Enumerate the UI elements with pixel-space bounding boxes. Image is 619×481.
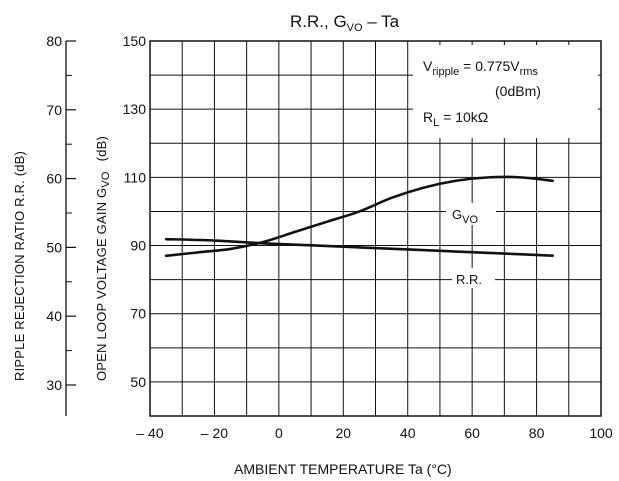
right-axis-ticks: 50 70 90 110 130 150 (123, 33, 147, 390)
x-axis-tick-label: 100 (589, 425, 613, 441)
x-axis-ticks: – 40 – 20 0 20 40 60 80 100 (136, 425, 613, 441)
gvo-curve (164, 175, 554, 258)
right-axis-tick-label: 70 (130, 306, 146, 322)
left-axis-tick-label: 60 (46, 171, 62, 187)
x-axis-tick-label: 20 (335, 425, 351, 441)
x-axis-tick-label: 0 (275, 425, 283, 441)
x-axis-label: AMBIENT TEMPERATURE Ta (°C) (234, 461, 452, 477)
annotation-dbm: (0dBm) (495, 83, 541, 99)
left-axis-label: RIPPLE REJECTION RATIO R.R. (dB) (12, 151, 27, 381)
gvo-label-bg (446, 203, 496, 225)
left-axis-tick-label: 30 (46, 377, 62, 393)
x-axis-tick-label: – 40 (136, 425, 163, 441)
right-axis-tick-label: 90 (130, 238, 146, 254)
right-axis-tick-label: 110 (124, 169, 147, 185)
right-axis-tick-label: 50 (130, 374, 146, 390)
rr-series-label: R.R. (456, 272, 482, 287)
chart-title: R.R., GVO – Ta (290, 12, 400, 34)
annotation-box (413, 45, 598, 138)
x-axis-tick-label: 80 (529, 425, 545, 441)
left-axis-tick-label: 80 (46, 33, 62, 49)
left-axis-tick-label: 50 (46, 239, 62, 255)
gvo-series-label: GVO (452, 207, 478, 226)
rr-curve (164, 237, 554, 257)
annotation-rl: RL = 10kΩ (423, 109, 488, 129)
left-axis-tick-label: 40 (46, 308, 62, 324)
x-axis-tick-label: – 20 (201, 425, 228, 441)
x-axis-tick-label: 60 (464, 425, 480, 441)
right-axis-tick-label: 130 (123, 101, 147, 117)
right-axis-label: OPEN LOOP VOLTAGE GAIN GVO(dB) (94, 136, 112, 381)
annotation-vripple: Vripple = 0.775Vrms (423, 58, 538, 78)
left-axis: 30 40 50 60 70 80 (46, 33, 76, 416)
series-group (164, 175, 554, 258)
rr-label-bg (452, 268, 495, 288)
right-axis-tick-label: 150 (123, 33, 147, 49)
left-axis-tick-label: 70 (46, 102, 62, 118)
x-axis-tick-label: 40 (400, 425, 416, 441)
